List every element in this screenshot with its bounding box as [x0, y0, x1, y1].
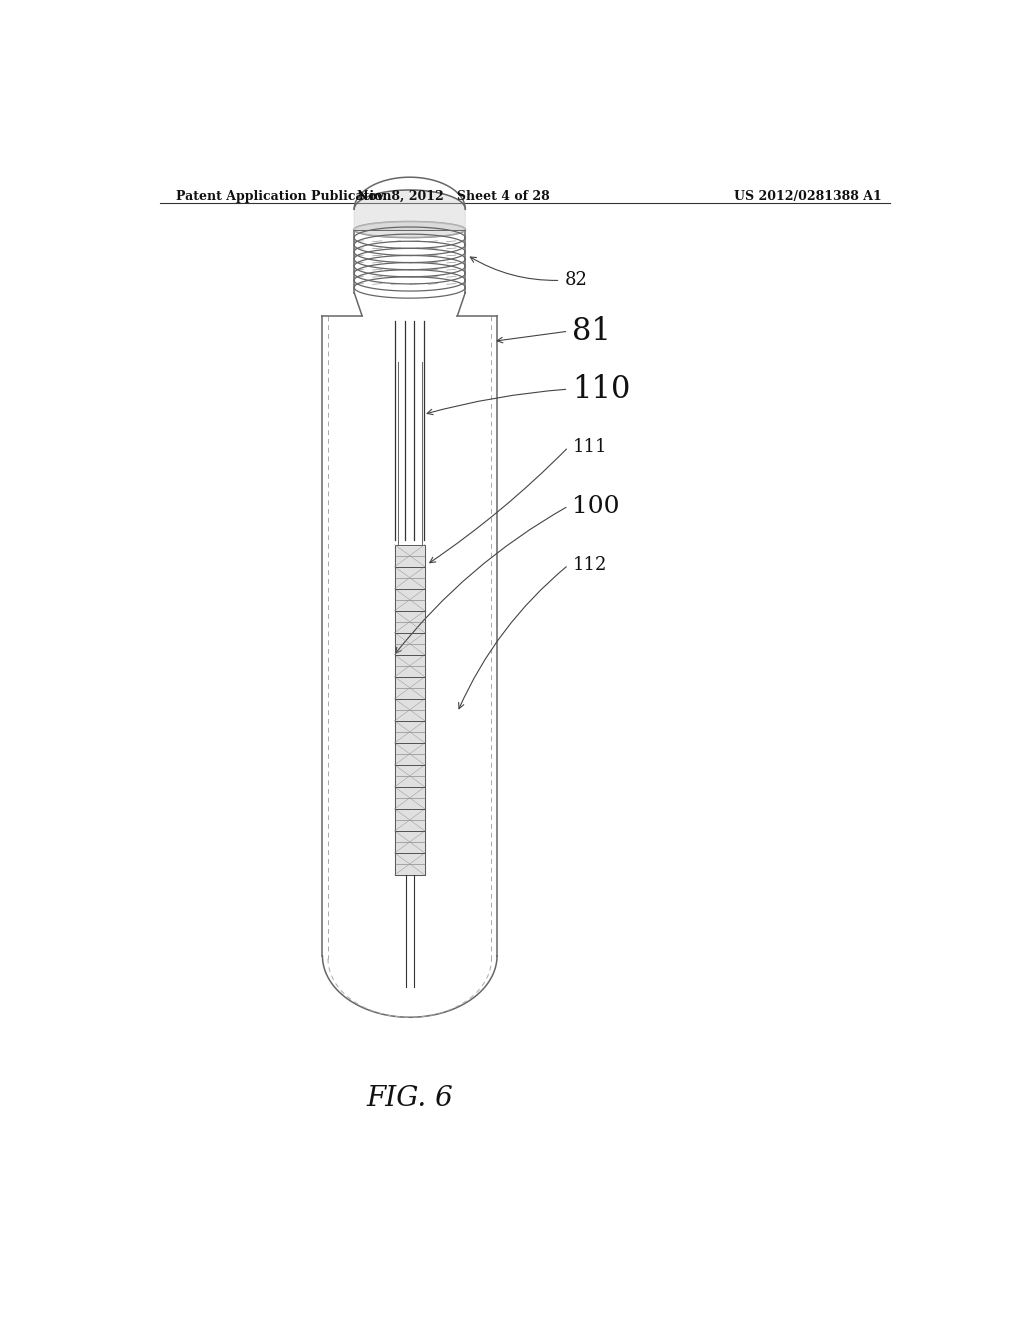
Polygon shape [354, 222, 465, 238]
Text: 112: 112 [572, 556, 607, 574]
Polygon shape [394, 545, 425, 875]
Text: 111: 111 [572, 438, 607, 455]
Text: 110: 110 [572, 374, 631, 405]
Polygon shape [354, 190, 465, 230]
Text: US 2012/0281388 A1: US 2012/0281388 A1 [734, 190, 882, 203]
Text: 82: 82 [564, 272, 588, 289]
Text: 81: 81 [572, 315, 611, 347]
Text: Patent Application Publication: Patent Application Publication [176, 190, 391, 203]
Text: Nov. 8, 2012   Sheet 4 of 28: Nov. 8, 2012 Sheet 4 of 28 [357, 190, 550, 203]
Text: 100: 100 [572, 495, 620, 517]
Text: FIG. 6: FIG. 6 [367, 1085, 453, 1111]
Polygon shape [397, 362, 422, 545]
